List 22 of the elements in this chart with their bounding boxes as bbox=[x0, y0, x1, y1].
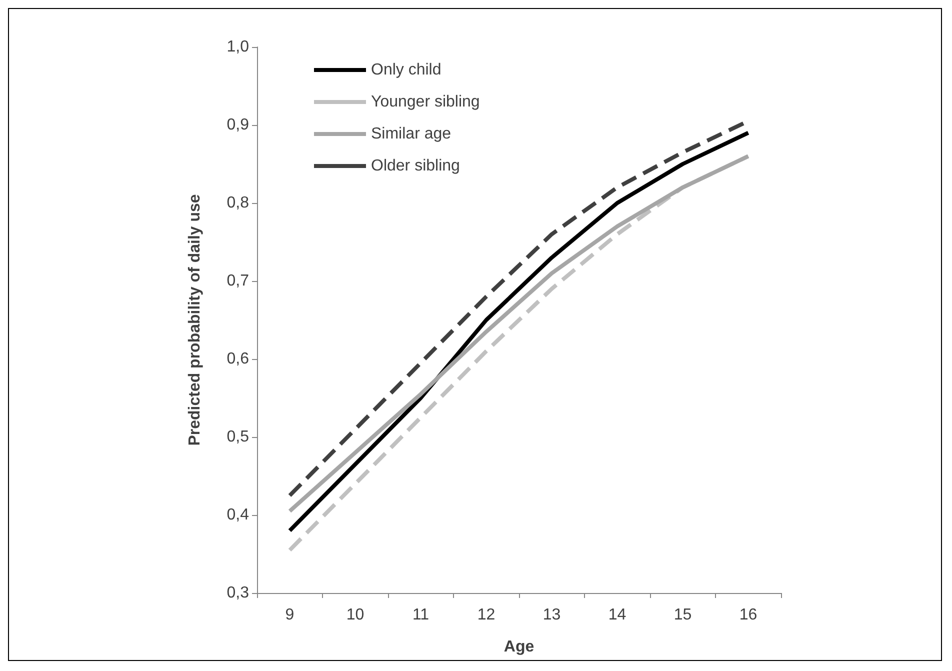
legend-label: Older sibling bbox=[371, 158, 460, 174]
legend-label: Younger sibling bbox=[371, 94, 480, 110]
x-tick-label: 11 bbox=[412, 606, 430, 624]
y-tick-label: 0,9 bbox=[226, 116, 250, 134]
legend-label: Similar age bbox=[371, 126, 452, 142]
y-tick-label: 0,4 bbox=[226, 506, 250, 524]
x-axis-title: Age bbox=[504, 638, 534, 656]
y-tick-label: 1,0 bbox=[226, 38, 250, 56]
x-tick-label: 13 bbox=[542, 606, 561, 624]
y-tick-label: 0,5 bbox=[226, 428, 250, 446]
y-axis-title: Predicted probability of daily use bbox=[186, 194, 204, 446]
x-tick-label: 15 bbox=[674, 606, 692, 624]
y-tick-label: 0,8 bbox=[226, 194, 250, 212]
legend-label: Only child bbox=[371, 62, 442, 78]
y-tick-label: 0,3 bbox=[226, 584, 250, 602]
x-tick-label: 12 bbox=[477, 606, 496, 624]
y-tick-label: 0,7 bbox=[226, 272, 250, 290]
x-tick-label: 16 bbox=[739, 606, 758, 624]
x-tick-label: 9 bbox=[285, 606, 294, 624]
x-tick-label: 14 bbox=[608, 606, 626, 624]
y-tick-label: 0,6 bbox=[226, 350, 250, 368]
x-tick-label: 10 bbox=[346, 606, 364, 624]
